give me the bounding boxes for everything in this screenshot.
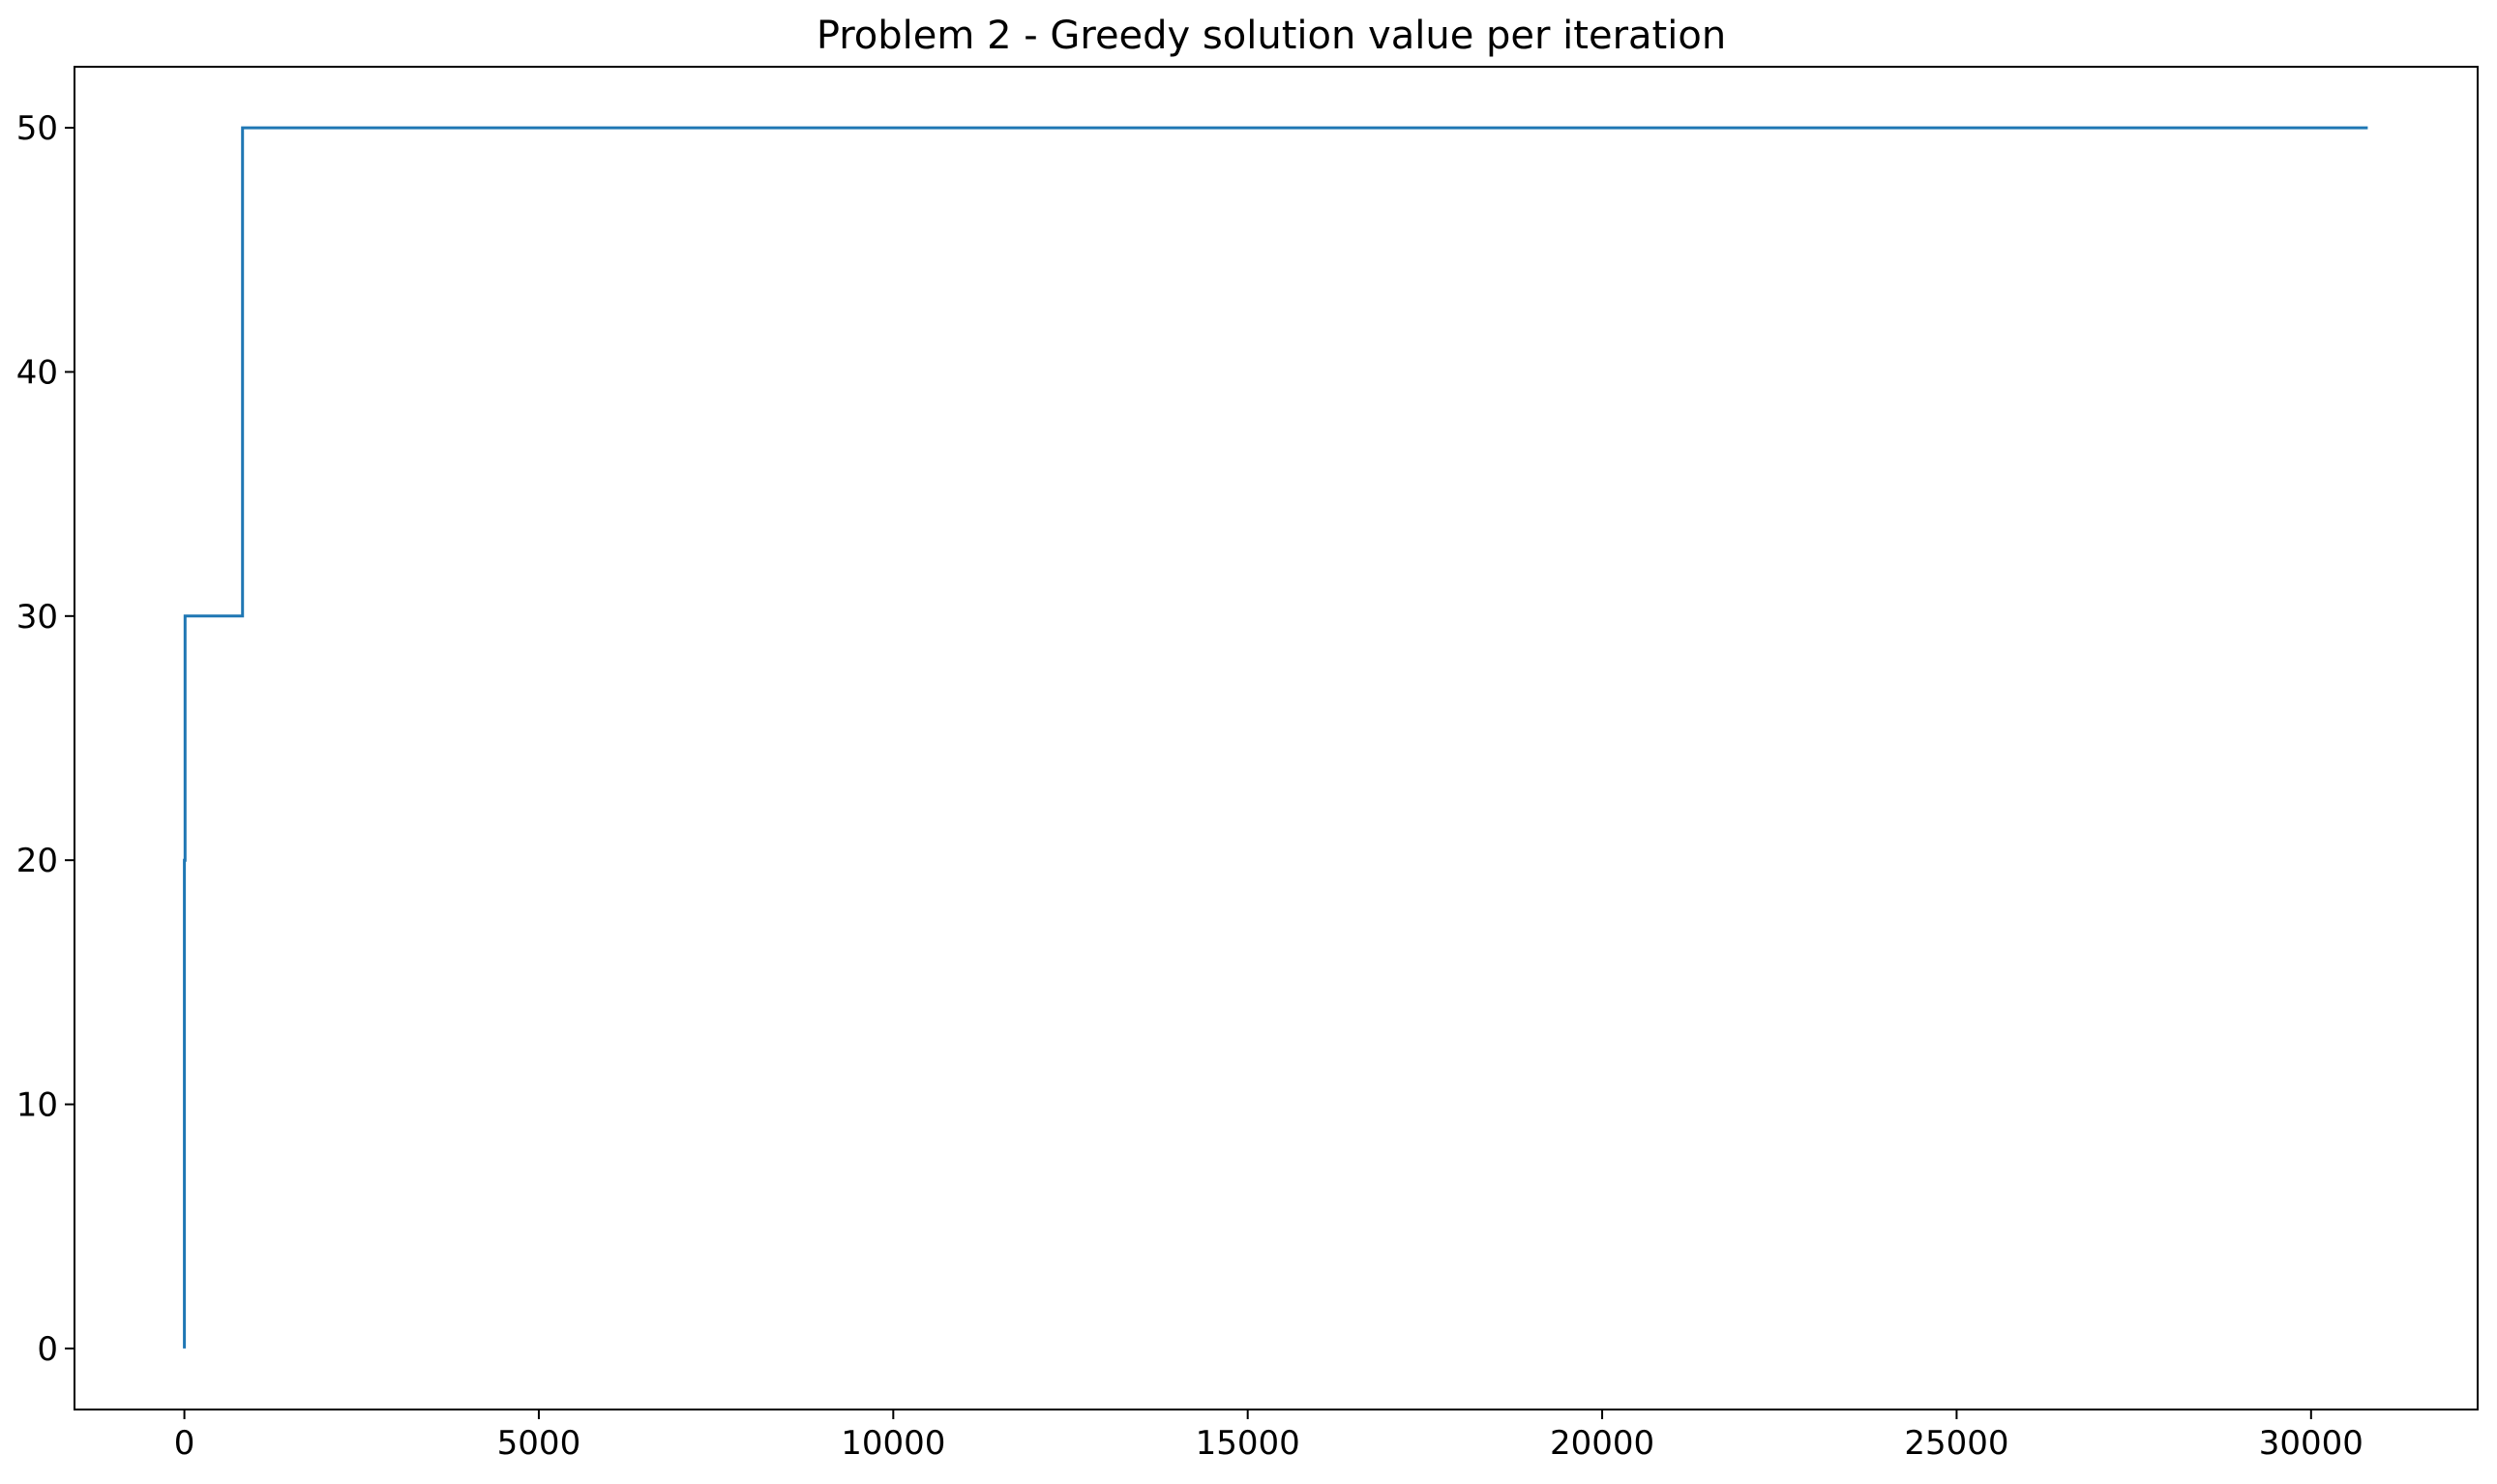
- y-tick-label: 20: [16, 842, 58, 880]
- axes-frame: [74, 66, 2479, 1410]
- x-tick-label: 20000: [1550, 1424, 1654, 1463]
- y-tick-label: 40: [16, 353, 58, 392]
- plot-area: [183, 126, 2368, 1349]
- x-tick-label: 25000: [1904, 1424, 2008, 1463]
- series-line: [183, 126, 2368, 1349]
- y-axis: 0 10 20 30 40 50: [16, 109, 74, 1369]
- y-tick-label: 50: [16, 109, 58, 148]
- chart-title: Problem 2 - Greedy solution value per it…: [817, 14, 1726, 58]
- y-tick-label: 0: [37, 1330, 58, 1369]
- x-tick-label: 30000: [2259, 1424, 2363, 1463]
- x-tick-label: 0: [174, 1424, 195, 1463]
- x-axis: 0 5000 10000 15000 20000 25000 30000: [174, 1410, 2363, 1463]
- y-tick-label: 10: [16, 1086, 58, 1125]
- y-tick-label: 30: [16, 598, 58, 637]
- x-tick-label: 5000: [497, 1424, 581, 1463]
- x-tick-label: 15000: [1196, 1424, 1300, 1463]
- x-tick-label: 10000: [841, 1424, 945, 1463]
